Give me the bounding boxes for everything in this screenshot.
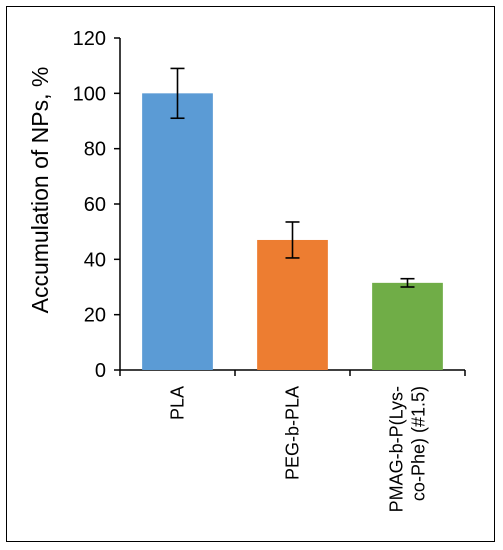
x-tick-label: PMAG-b-P(Lys- (387, 386, 407, 512)
y-tick-label: 100 (73, 83, 106, 105)
bars-group (142, 67, 443, 370)
y-tick-label: 120 (73, 28, 106, 50)
x-labels-group: PLA PEG-b-PLA PMAG-b-P(Lys-co-Phe) (#1.5) (168, 386, 429, 512)
y-tick-label: 20 (84, 305, 106, 327)
y-axis-label: Accumulation of NPs, % (27, 67, 53, 314)
bar (142, 93, 213, 370)
y-tick-label: 60 (84, 194, 106, 216)
bar (257, 239, 328, 370)
chart-frame (6, 6, 495, 542)
y-tick-label: 80 (84, 139, 106, 161)
y-tick-label: 40 (84, 249, 106, 271)
x-tick-label: co-Phe) (#1.5) (409, 386, 429, 501)
x-tick-label: PEG-b-PLA (283, 386, 303, 480)
y-tick-label: 0 (95, 360, 106, 382)
bar (372, 282, 443, 370)
x-tick-label: PLA (168, 386, 188, 420)
